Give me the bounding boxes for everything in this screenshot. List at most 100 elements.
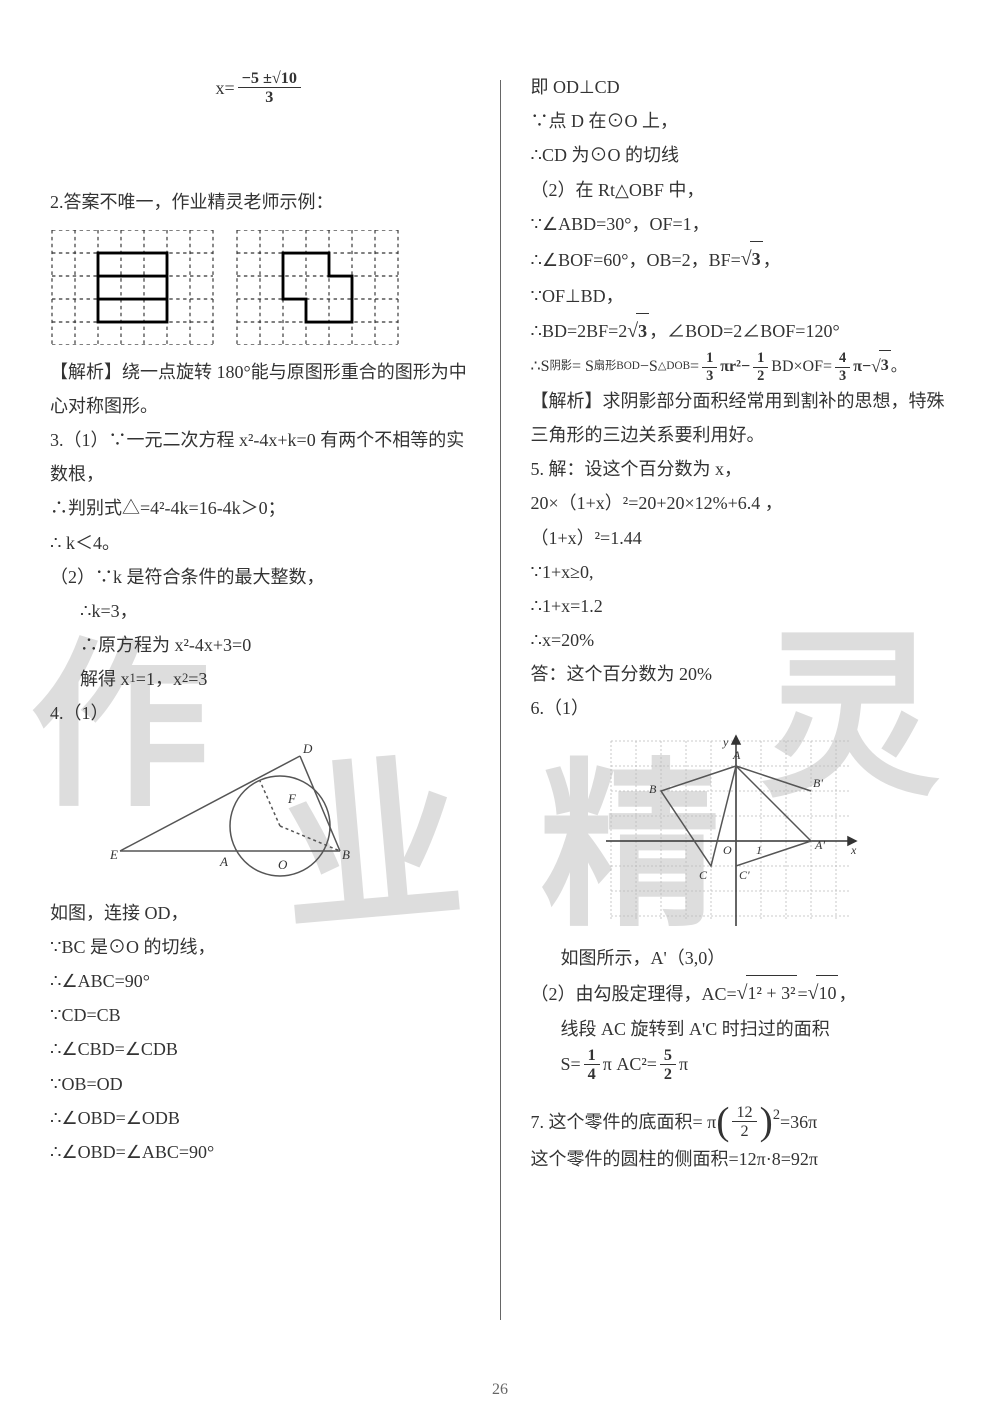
sub: 扇形BOD xyxy=(594,356,640,377)
q6-l2: 如图所示，A'（3,0） xyxy=(531,941,951,975)
right-column: 即 OD⊥CD ∵点 D 在⊙O 上， ∴CD 为⊙O 的切线 （2）在 Rt△… xyxy=(531,70,951,1374)
r1: 即 OD⊥CD xyxy=(531,70,951,104)
t: πr²− xyxy=(720,352,750,382)
t: =1，x xyxy=(136,662,182,696)
t: BD×OF= xyxy=(771,352,832,382)
t: （2）由勾股定理得，AC= xyxy=(531,977,737,1011)
t: ∴BD=2BF=2 xyxy=(531,314,628,348)
r5: ∵∠ABD=30°，OF=1， xyxy=(531,207,951,241)
t: 。 xyxy=(891,352,907,382)
svg-text:A: A xyxy=(219,854,228,869)
q3-line4: （2）∵k 是符合条件的最大整数， xyxy=(50,560,470,594)
t: = S xyxy=(572,352,594,382)
q4-l6: ∵OB=OD xyxy=(50,1067,470,1101)
svg-text:D: D xyxy=(302,741,313,756)
n: 1 xyxy=(702,351,717,367)
triangle-figure: E A O B D F xyxy=(110,741,470,886)
svg-text:B': B' xyxy=(813,776,823,790)
svg-text:B: B xyxy=(649,782,657,796)
q5-l2: 20×（1+x）²=20+20×12%+6.4 ， xyxy=(531,486,951,520)
t: 解得 x xyxy=(80,662,130,696)
q6-l3: （2）由勾股定理得，AC= 1² + 3² = 10 ， xyxy=(531,975,951,1013)
page-container: x= −5 ±√10 3 2. 答案不唯一，作业精灵老师示例： xyxy=(50,70,950,1374)
q5-l7: 答：这个百分数为 20% xyxy=(531,657,951,691)
q5-l5: ∴1+x=1.2 xyxy=(531,589,951,623)
t: π− xyxy=(853,352,871,382)
r4: （2）在 Rt△OBF 中， xyxy=(531,173,951,207)
q3-line5: ∴k=3， xyxy=(50,594,470,628)
formula-num: −5 ±√10 xyxy=(238,70,301,88)
n: 1 xyxy=(753,351,768,367)
sqrt: 1² + 3² xyxy=(746,975,798,1010)
sqrt: 10 xyxy=(816,975,838,1010)
svg-text:y: y xyxy=(722,735,729,749)
q7-l2: 这个零件的圆柱的侧面积=12π·8=92π xyxy=(531,1142,951,1176)
q3-line6: ∴原方程为 x²-4x+3=0 xyxy=(50,628,470,662)
q5-l6: ∴x=20% xyxy=(531,623,951,657)
column-divider xyxy=(500,80,501,1320)
q7-l1: 7. 这个零件的底面积= π ( 122 ) 2 =36π xyxy=(531,1102,951,1142)
q3-line1: 3.（1）∵一元二次方程 x²-4x+k=0 有两个不相等的实数根， xyxy=(50,423,470,491)
n: 4 xyxy=(835,351,850,367)
q6-label: 6.（1） xyxy=(531,691,951,725)
svg-text:B: B xyxy=(342,847,350,862)
sqrt: 3 xyxy=(879,350,891,381)
t: ∴∠BOF=60°，OB=2，BF= xyxy=(531,243,741,277)
r7: ∵OF⊥BD， xyxy=(531,279,951,313)
grid-right xyxy=(235,230,400,345)
sqrt: 3 xyxy=(750,241,763,276)
q4-l8: ∴∠OBD=∠ABC=90° xyxy=(50,1135,470,1169)
r3: ∴CD 为⊙O 的切线 xyxy=(531,138,951,172)
t: ， xyxy=(763,243,781,277)
t: =3 xyxy=(188,662,207,696)
q4-l7: ∴∠OBD=∠ODB xyxy=(50,1101,470,1135)
d: 2 xyxy=(732,1122,756,1139)
n: 12 xyxy=(732,1104,756,1122)
svg-text:A: A xyxy=(732,748,741,762)
q3-line2: ∴判别式△=4²-4k=16-4k＞0； xyxy=(50,491,470,525)
r9: ∴S 阴影 = S 扇形BOD −S△DOB = 13 πr²− 12 BD×O… xyxy=(531,350,951,383)
svg-text:O: O xyxy=(278,857,288,872)
grid-left xyxy=(50,230,215,345)
q4-l5: ∴∠CBD=∠CDB xyxy=(50,1032,470,1066)
formula-x: x= −5 ±√10 3 xyxy=(50,70,470,105)
n: 1 xyxy=(584,1047,600,1065)
svg-text:C: C xyxy=(699,868,708,882)
q2-analysis: 【解析】绕一点旋转 180°能与原图形重合的图形为中心对称图形。 xyxy=(50,355,470,423)
d: 2 xyxy=(660,1065,676,1082)
left-column: x= −5 ±√10 3 2. 答案不唯一，作业精灵老师示例： xyxy=(50,70,470,1374)
t: = xyxy=(797,977,807,1011)
formula-den: 3 xyxy=(238,88,301,105)
svg-text:1: 1 xyxy=(756,843,762,857)
grid-figures xyxy=(50,230,470,345)
formula-text: x= xyxy=(216,71,235,105)
r10: 【解析】求阴影部分面积经常用到割补的思想，特殊三角形的三边关系要利用好。 xyxy=(531,384,951,452)
coord-figure: A B C A' B' C' O 1 x y xyxy=(591,731,951,936)
t: π xyxy=(679,1047,688,1081)
q2-line: 2. 答案不唯一，作业精灵老师示例： xyxy=(50,185,470,219)
q3-line3: ∴ k＜4。 xyxy=(50,526,470,560)
q6-l5: S= 14 π AC²= 52 π xyxy=(531,1047,951,1082)
q5-l1: 5. 解：设这个百分数为 x， xyxy=(531,452,951,486)
t: ， xyxy=(838,977,856,1011)
q2-label: 2. xyxy=(50,185,64,219)
q4-l3: ∴∠ABC=90° xyxy=(50,964,470,998)
svg-text:E: E xyxy=(110,847,118,862)
t: −S xyxy=(640,352,658,382)
r2: ∵点 D 在⊙O 上， xyxy=(531,104,951,138)
t: ，∠BOD=2∠BOF=120° xyxy=(649,314,840,348)
t: =36π xyxy=(780,1105,817,1139)
r8: ∴BD=2BF=2 3 ，∠BOD=2∠BOF=120° xyxy=(531,313,951,351)
q4-l1: 如图，连接 OD， xyxy=(50,896,470,930)
q4-l4: ∵CD=CB xyxy=(50,998,470,1032)
q4-l2: ∵BC 是⊙O 的切线， xyxy=(50,930,470,964)
svg-text:A': A' xyxy=(814,838,825,852)
t: π AC²= xyxy=(603,1047,657,1081)
sub: 阴影 xyxy=(550,356,572,377)
t: ∴S xyxy=(531,352,550,382)
q5-l3: （1+x）²=1.44 xyxy=(531,521,951,555)
sqrt: 3 xyxy=(636,313,649,348)
d: 3 xyxy=(835,368,850,383)
q4-label: 4.（1） xyxy=(50,696,470,730)
d: 2 xyxy=(753,368,768,383)
